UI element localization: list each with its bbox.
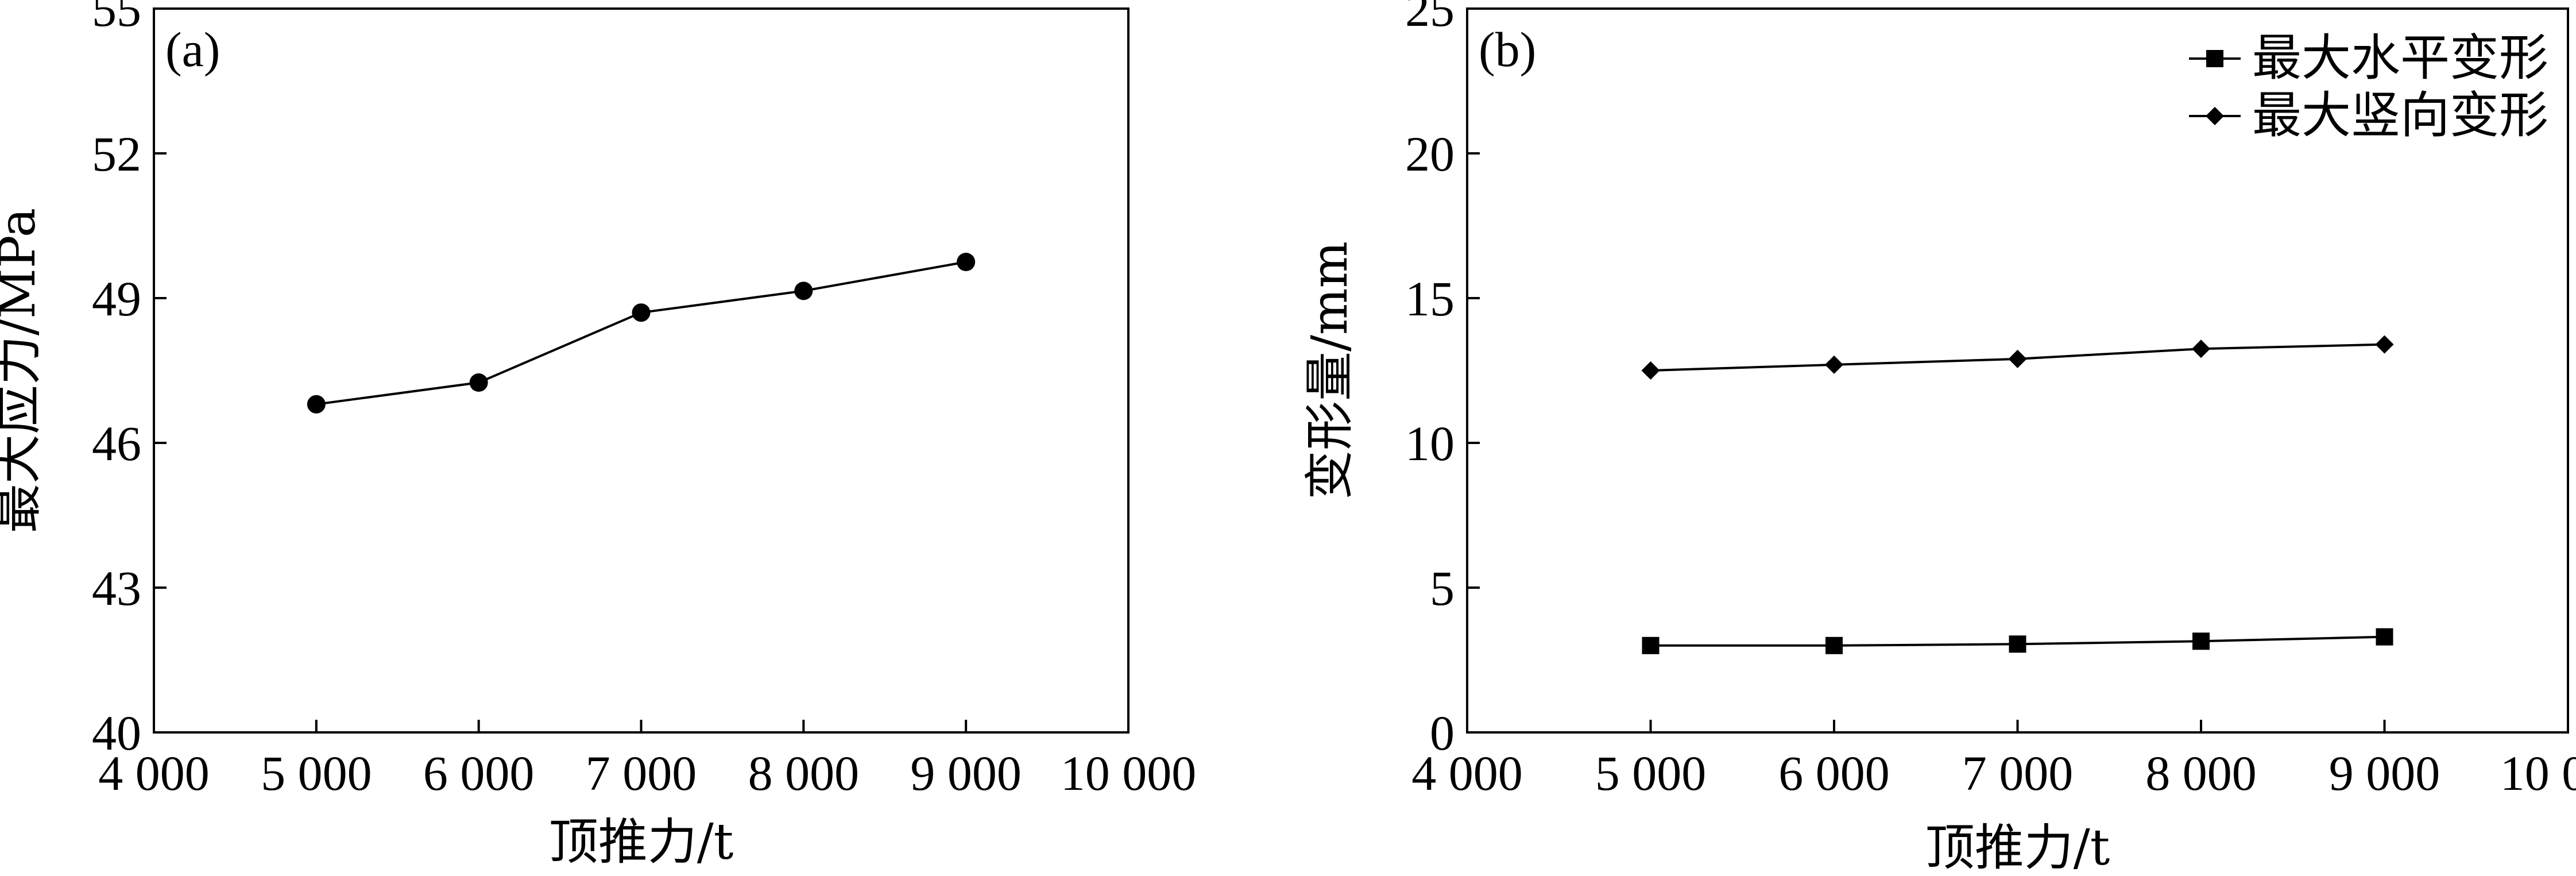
data-point (957, 253, 976, 271)
x-tick-label: 6 000 (423, 746, 535, 801)
y-tick-label: 43 (92, 561, 141, 616)
y-tick-label: 46 (92, 416, 141, 471)
y-tick-label: 15 (1405, 271, 1455, 326)
y-tick-label: 40 (92, 705, 141, 761)
panel-label: (b) (1479, 22, 1536, 77)
data-point (2192, 632, 2210, 650)
panel-label: (a) (165, 22, 220, 77)
y-tick-label: 5 (1430, 561, 1455, 616)
data-point (632, 303, 651, 322)
data-point (2008, 349, 2027, 368)
y-tick-label: 52 (92, 126, 141, 182)
data-point (2376, 628, 2393, 646)
legend-marker (2206, 50, 2223, 67)
x-axis-title: 顶推力/t (1925, 819, 2110, 876)
x-tick-label: 8 000 (2145, 746, 2257, 801)
y-axis-title: 最大应力/MPa (0, 208, 47, 533)
x-tick-label: 10 000 (2500, 746, 2576, 801)
y-tick-label: 25 (1405, 0, 1455, 37)
x-tick-label: 7 000 (1962, 746, 2074, 801)
x-tick-label: 5 000 (1595, 746, 1707, 801)
y-tick-label: 55 (92, 0, 141, 37)
data-point (307, 395, 326, 414)
data-point (2375, 335, 2394, 354)
x-tick-label: 4 000 (98, 746, 210, 801)
data-point (469, 373, 488, 392)
data-point (1825, 355, 1843, 374)
x-tick-label: 9 000 (910, 746, 1022, 801)
x-tick-label: 6 000 (1778, 746, 1890, 801)
x-tick-label: 5 000 (261, 746, 372, 801)
series-line (316, 261, 966, 406)
chart-panel-a: 4 000 5 000 6 000 7 000 8 000 9 000 10 000 40 43… (0, 0, 1196, 871)
y-tick-label: 10 (1405, 416, 1455, 471)
data-point (1642, 636, 1660, 654)
legend-label: 最大竖向变形 (2252, 87, 2548, 144)
data-point (2009, 635, 2026, 653)
x-tick-label: 7 000 (586, 746, 697, 801)
legend-marker (2206, 107, 2224, 125)
x-axis-title: 顶推力/t (549, 813, 734, 871)
legend-label: 最大水平变形 (2252, 29, 2548, 87)
y-tick-label: 49 (92, 271, 141, 326)
chart-panel-b: 4 000 5 000 6 000 7 000 8 000 9 000 10 000 0 5 10… (1301, 0, 2576, 876)
data-point (794, 281, 813, 300)
x-tick-label: 10 000 (1061, 746, 1197, 801)
data-point (2192, 339, 2210, 358)
y-tick-label: 0 (1430, 705, 1455, 761)
x-tick-label: 8 000 (748, 746, 860, 801)
data-point (1641, 361, 1660, 380)
x-tick-label: 4 000 (1411, 746, 1523, 801)
y-tick-label: 20 (1405, 126, 1455, 182)
y-axis-title: 变形量/mm (1301, 241, 1359, 500)
data-point (1825, 636, 1843, 654)
plot-frame (153, 7, 1130, 734)
x-tick-label: 9 000 (2329, 746, 2440, 801)
